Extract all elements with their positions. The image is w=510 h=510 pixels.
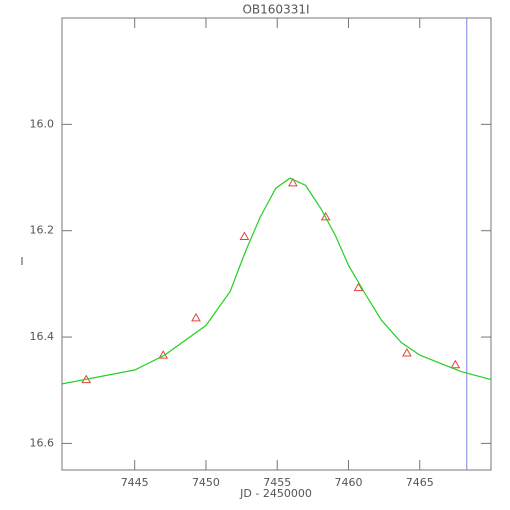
data-point [288,177,298,187]
data-point [320,211,331,221]
x-tick-label: 7460 [334,476,362,489]
data-point [450,359,461,369]
x-tick-label: 7450 [192,476,220,489]
y-tick-label: 16.0 [30,117,55,130]
x-tick-label: 7455 [263,476,291,489]
data-point [353,282,364,292]
y-tick-label: 16.6 [30,436,55,449]
y-tick-label: 16.4 [30,330,55,343]
x-axis-label: JD - 2450000 [239,487,312,500]
x-tick-label: 7465 [406,476,434,489]
model-curve [61,177,492,385]
x-tick-label: 7445 [121,476,149,489]
y-tick-label: 16.2 [30,224,55,237]
chart-title: OB160331I [242,3,309,17]
data-point [239,231,250,241]
plot-frame [61,17,492,471]
data-point [191,312,201,322]
data-point [402,348,412,357]
y-axis-label: I [20,255,23,268]
